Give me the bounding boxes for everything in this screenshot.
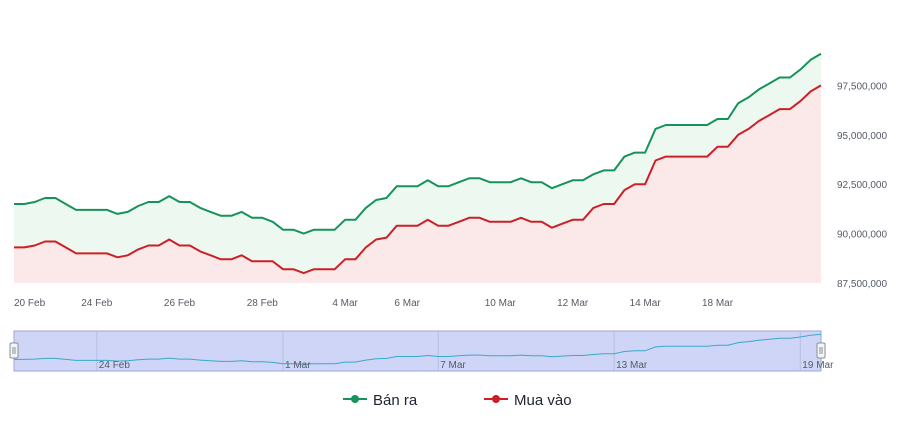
x-tick-label: 18 Mar (702, 298, 734, 309)
legend-marker-dot (351, 395, 359, 403)
handle-grip[interactable] (9, 342, 19, 359)
series-line-mua-vao (14, 84, 822, 275)
area-fills (14, 53, 821, 284)
legend-item-mua-vao[interactable]: Mua vào (484, 392, 572, 409)
x-tick-label: 20 Feb (14, 298, 46, 309)
legend-label-ban-ra: Bán ra (373, 392, 418, 409)
series-line-ban-ra (14, 52, 822, 235)
x-tick-label: 10 Mar (485, 298, 517, 309)
x-tick-label: 28 Feb (247, 298, 279, 309)
handle-grip[interactable] (816, 342, 826, 359)
navigator-grid (96, 331, 801, 371)
y-tick-label: 97,500,000 (837, 81, 887, 92)
y-axis: 97,500,000 95,000,000 92,500,000 90,000,000… (837, 81, 887, 290)
area-fill-ban-ra (14, 53, 821, 274)
legend-marker-dot (492, 395, 500, 403)
navigator-tick-label: 13 Mar (616, 360, 648, 371)
x-tick-label: 24 Feb (81, 298, 113, 309)
x-tick-label: 26 Feb (164, 298, 196, 309)
navigator-handle-left[interactable] (9, 342, 19, 359)
range-navigator[interactable]: 24 Feb 1 Mar 7 Mar 13 Mar 19 Mar (9, 330, 834, 372)
navigator-tick-label: 1 Mar (285, 360, 311, 371)
x-tick-label: 12 Mar (557, 298, 589, 309)
x-tick-label: 14 Mar (630, 298, 662, 309)
y-tick-label: 87,500,000 (837, 279, 887, 290)
navigator-tick-label: 7 Mar (440, 360, 466, 371)
y-tick-label: 92,500,000 (837, 180, 887, 191)
legend-item-ban-ra[interactable]: Bán ra (343, 392, 418, 409)
legend-label-mua-vao: Mua vào (514, 392, 572, 409)
navigator-ticks: 24 Feb 1 Mar 7 Mar 13 Mar 19 Mar (99, 360, 834, 371)
navigator-series-line (14, 333, 822, 365)
navigator-tick-label: 19 Mar (802, 360, 834, 371)
y-tick-label: 95,000,000 (837, 131, 887, 142)
y-tick-label: 90,000,000 (837, 230, 887, 241)
navigator-handle-right[interactable] (816, 342, 826, 359)
x-tick-label: 6 Mar (394, 298, 420, 309)
navigator-selected-range[interactable] (13, 330, 822, 372)
legend: Bán ra Mua vào (343, 392, 572, 409)
x-axis: 20 Feb 24 Feb 26 Feb 28 Feb 4 Mar 6 Mar 10 Mar… (14, 298, 734, 309)
navigator-tick-label: 24 Feb (99, 360, 131, 371)
series-lines (14, 52, 822, 275)
x-tick-label: 4 Mar (332, 298, 358, 309)
area-fill-mua-vao (14, 85, 821, 284)
